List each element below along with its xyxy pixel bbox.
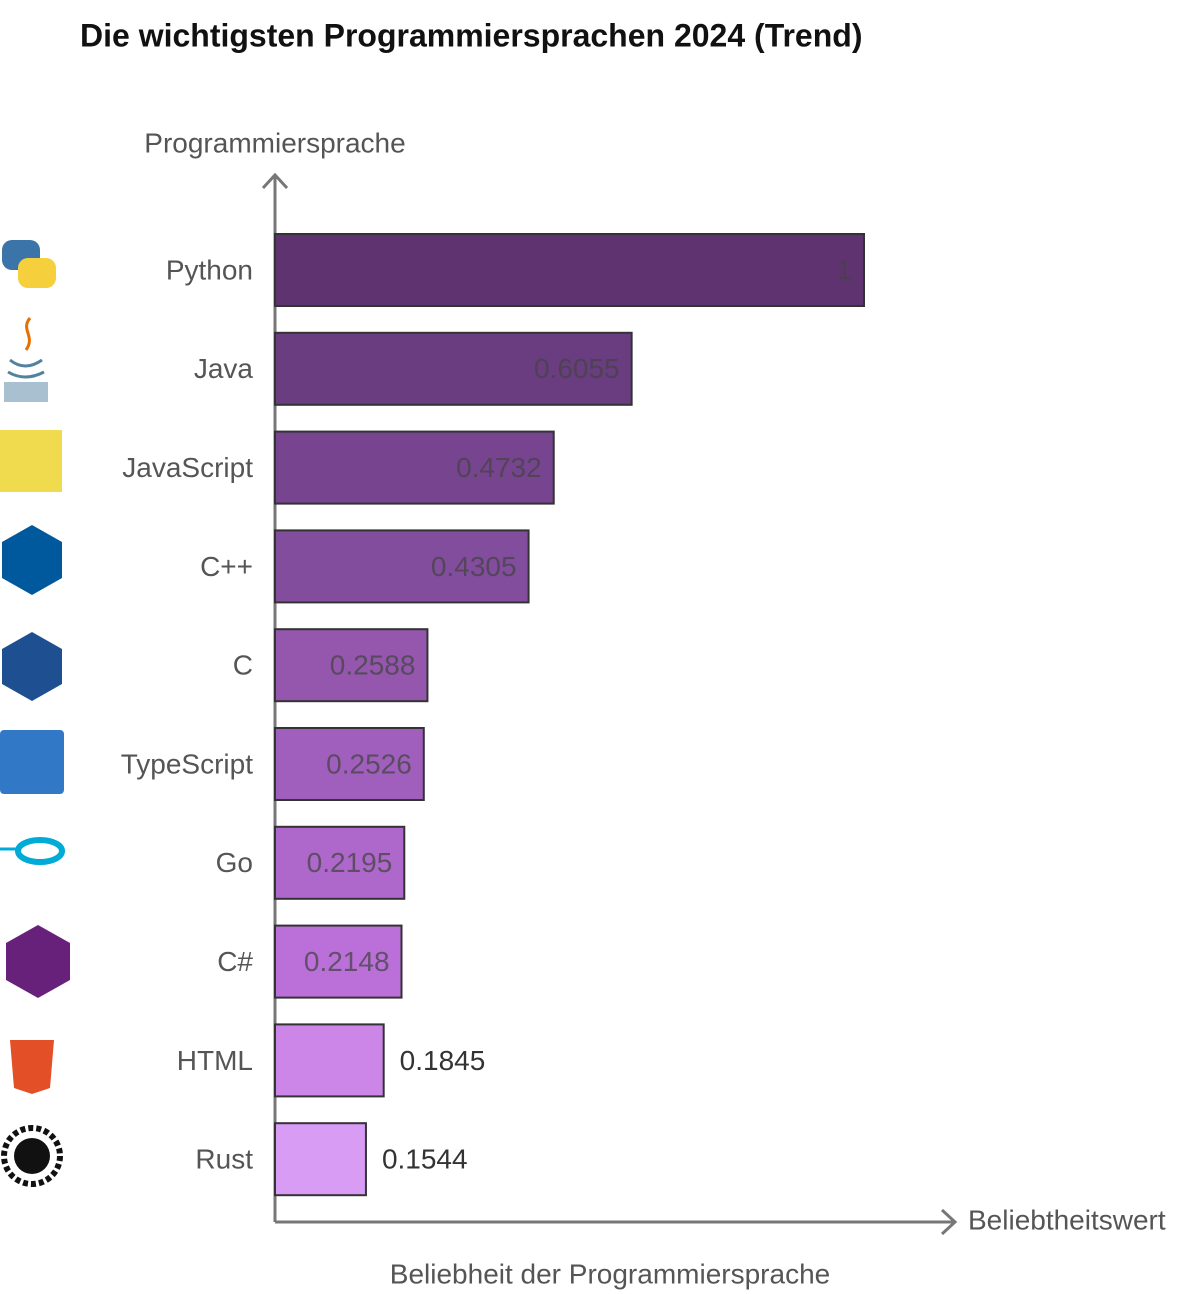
bar [274, 924, 403, 999]
value-label: 0.2588 [330, 650, 416, 681]
x-arrow [940, 1208, 958, 1236]
value-label: 0.2526 [326, 748, 412, 779]
value-label: 0.1544 [382, 1144, 468, 1175]
y-axis-label: Programmiersprache [144, 127, 405, 158]
category-label: C# [217, 946, 253, 977]
bar [274, 233, 865, 307]
y-arrow [261, 172, 289, 190]
bar [274, 529, 530, 604]
x-axis-label: Beliebtheitswert [968, 1204, 1166, 1235]
value-label: 0.2195 [307, 847, 393, 878]
category-label: Python [166, 254, 253, 285]
bar [274, 727, 425, 801]
logo-python [2, 240, 56, 288]
bar [274, 628, 429, 703]
category-label: Rust [195, 1144, 253, 1175]
category-label: Java [194, 353, 254, 384]
logos [0, 240, 70, 1187]
logo-js [0, 430, 62, 492]
value-label: 0.6055 [534, 353, 620, 384]
logo-rust [1, 1125, 63, 1187]
value-label: 0.4305 [431, 551, 517, 582]
category-label: TypeScript [121, 748, 253, 779]
category-label: C [233, 650, 253, 681]
category-label: C++ [200, 551, 253, 582]
value-label: 0.1845 [400, 1045, 486, 1076]
logo-ts [0, 730, 64, 794]
bar [274, 331, 633, 406]
logo-c [2, 632, 62, 701]
chart-title: Die wichtigsten Programmiersprachen 2024… [80, 17, 862, 53]
logo-html [10, 1040, 54, 1094]
category-label: JavaScript [122, 452, 253, 483]
bar [274, 1122, 367, 1197]
logo-go [0, 837, 65, 865]
bar [274, 825, 406, 900]
logo-java [4, 317, 48, 402]
bar [274, 430, 555, 505]
value-label: 0.4732 [456, 452, 542, 483]
value-label: 1 [836, 254, 852, 285]
logo-cpp [2, 525, 62, 595]
logo-csharp [6, 925, 70, 998]
category-label: HTML [177, 1045, 253, 1076]
bar [274, 1023, 385, 1098]
caption: Beliebheit der Programmiersprache [390, 1258, 830, 1289]
category-label: Go [216, 847, 253, 878]
value-label: 0.2148 [304, 946, 390, 977]
